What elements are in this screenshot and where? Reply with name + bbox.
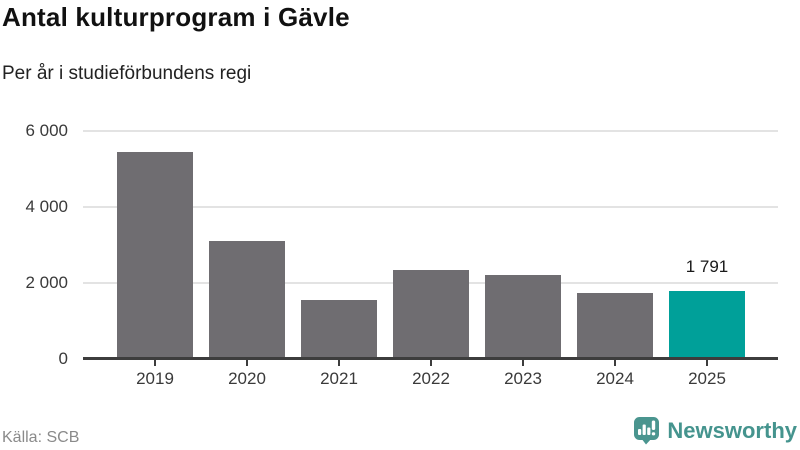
y-gridline (83, 206, 778, 208)
y-axis-tick-label: 0 (58, 349, 68, 368)
x-axis-tick (614, 360, 616, 366)
y-gridline (83, 130, 778, 132)
x-axis-line (83, 357, 778, 360)
y-axis-tick-label: 4 000 (25, 197, 68, 216)
x-axis-tick-label: 2019 (136, 369, 174, 388)
newsworthy-chart-bubble-icon (634, 417, 660, 445)
x-axis-tick-label: 2020 (228, 369, 266, 388)
newsworthy-logo: Newsworthy (633, 416, 797, 445)
x-axis-tick (246, 360, 248, 366)
chart-subtitle: Per år i studieförbundens regi (2, 63, 252, 84)
x-axis-tick (522, 360, 524, 366)
bar (485, 275, 561, 359)
bar (301, 300, 377, 359)
bar (393, 269, 469, 359)
x-axis-tick (706, 360, 708, 366)
x-axis-tick (154, 360, 156, 366)
x-axis-tick-label: 2021 (320, 369, 358, 388)
x-axis-tick-label: 2025 (688, 369, 726, 388)
bar (117, 151, 193, 359)
source-label: Källa: SCB (2, 429, 80, 446)
x-axis-tick-label: 2023 (504, 369, 542, 388)
x-axis-tick (338, 360, 340, 366)
bar (669, 290, 745, 359)
y-axis-tick-label: 6 000 (25, 121, 68, 140)
x-axis-tick (430, 360, 432, 366)
bar (577, 292, 653, 359)
x-axis-tick-label: 2022 (412, 369, 450, 388)
bar-value-label: 1 791 (685, 256, 729, 276)
y-axis-tick-label: 2 000 (25, 273, 68, 292)
newsworthy-brand-text: Newsworthy (667, 417, 797, 443)
chart-title: Antal kulturprogram i Gävle (2, 2, 350, 32)
x-axis-tick-label: 2024 (596, 369, 634, 388)
bar (209, 241, 285, 359)
